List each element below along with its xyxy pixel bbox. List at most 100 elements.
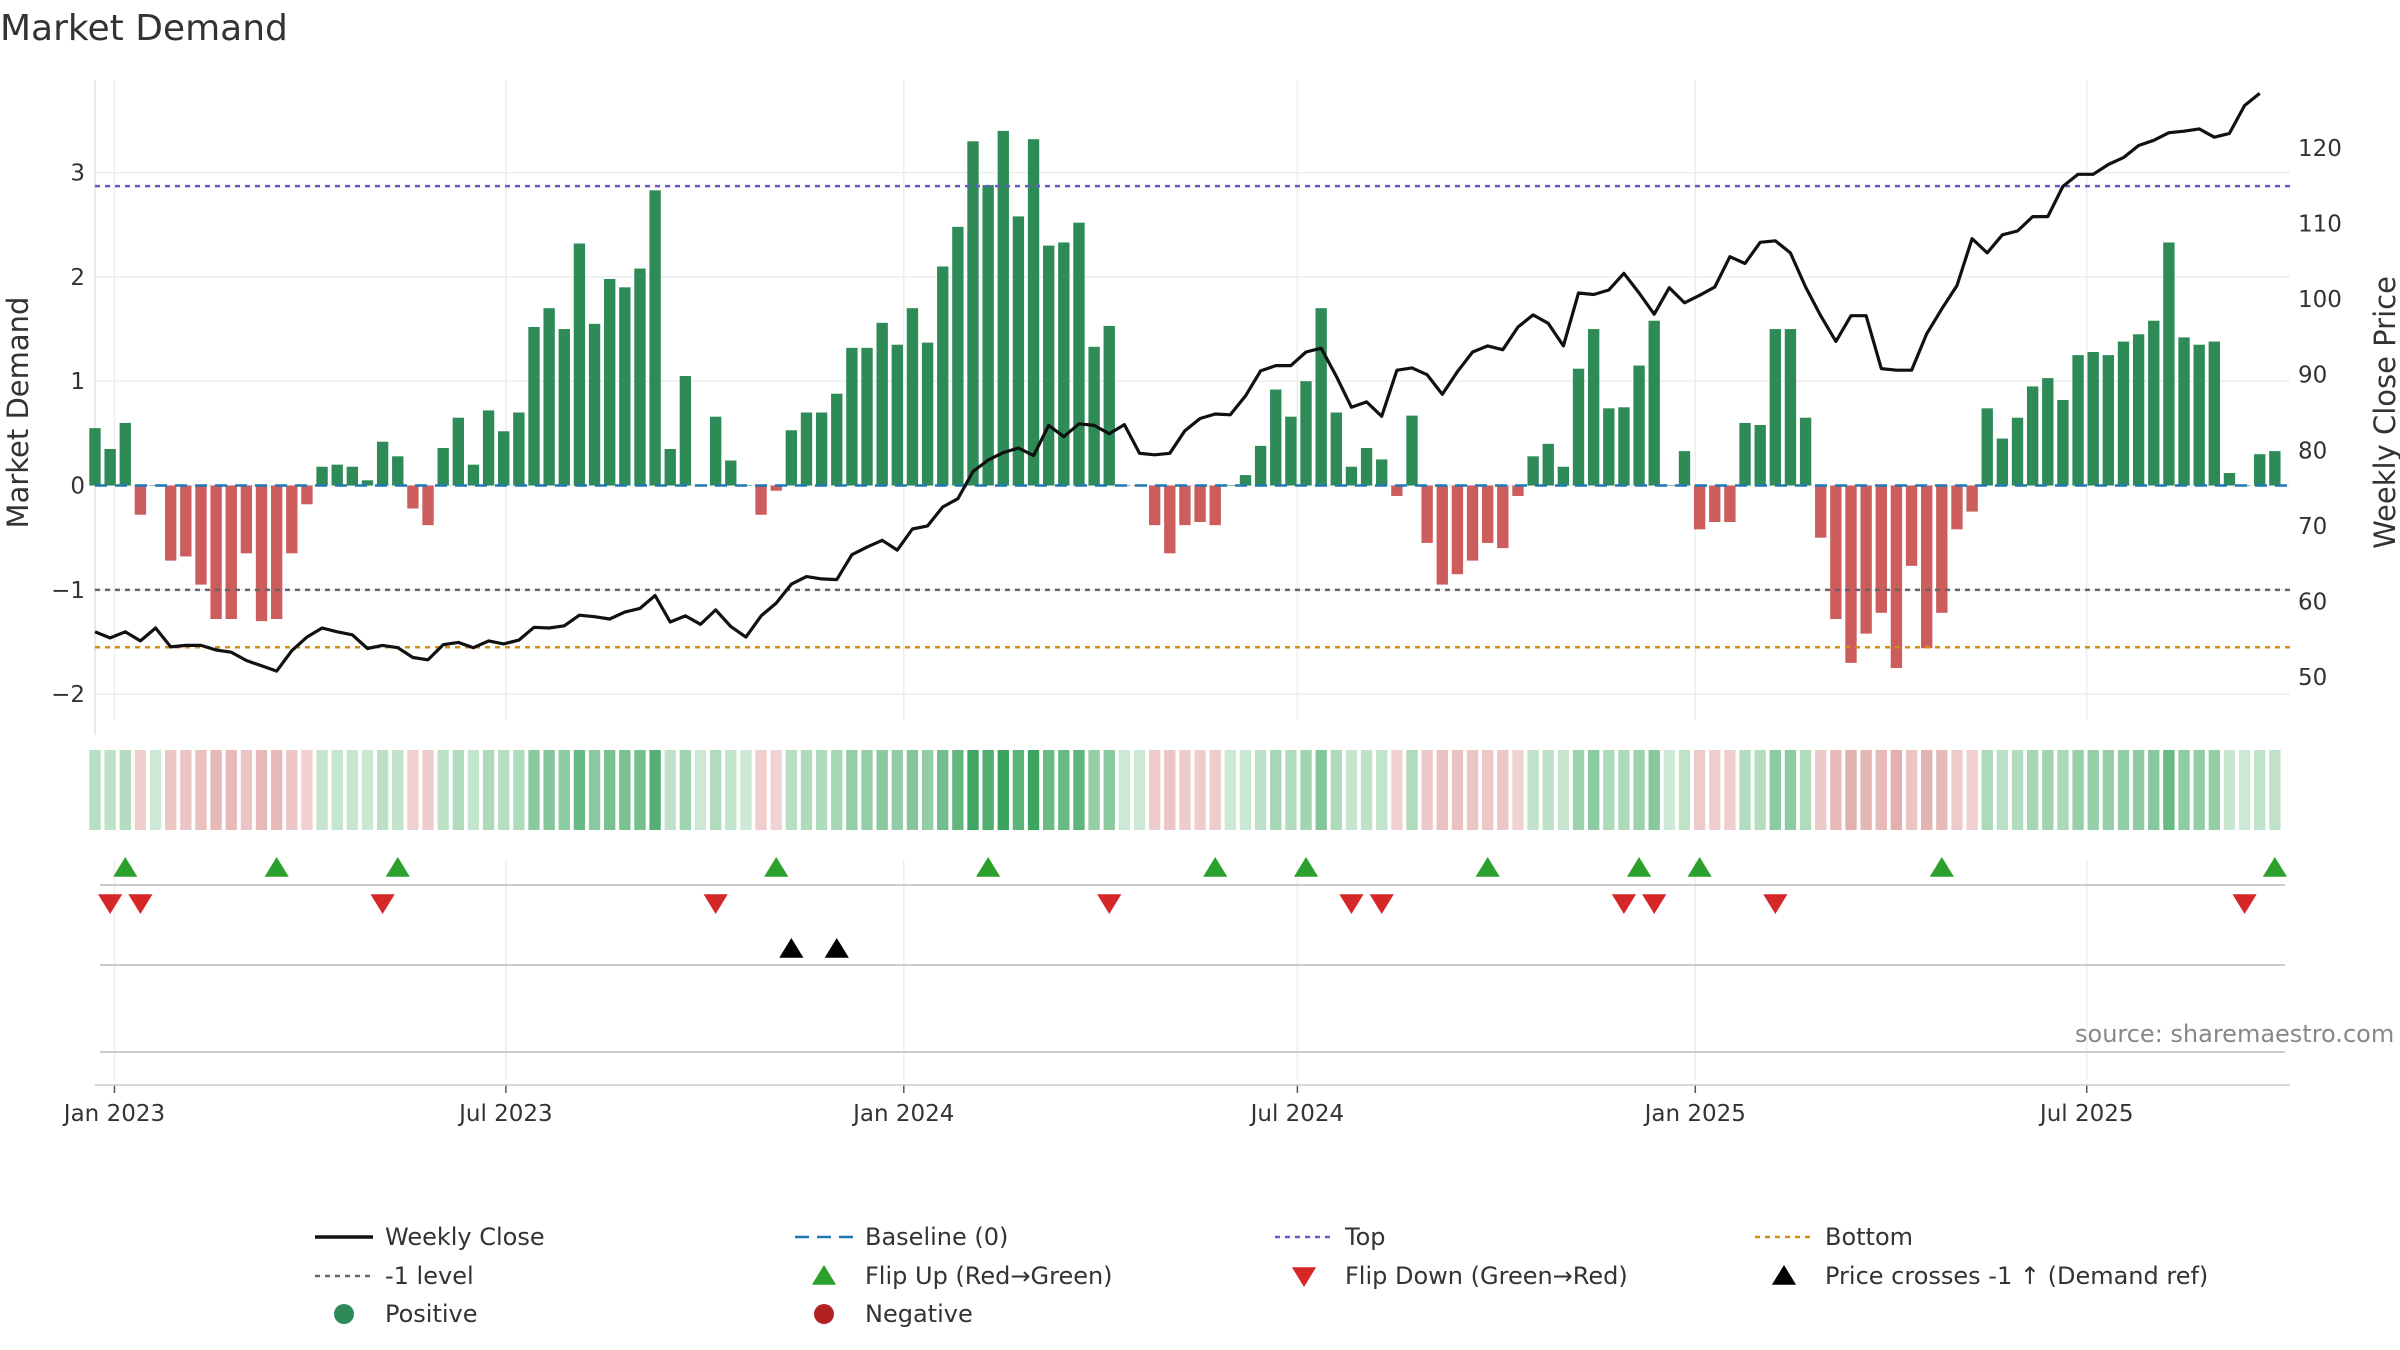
demand-bar <box>891 344 903 486</box>
left-tick-label: 1 <box>70 369 85 395</box>
flip-down-marker <box>1611 894 1637 914</box>
heat-strip-cell <box>1103 750 1115 830</box>
demand-bar <box>1512 485 1524 496</box>
heat-strip-cell <box>1936 750 1948 830</box>
demand-bar <box>876 322 888 486</box>
demand-bar <box>376 441 389 486</box>
demand-bar <box>1618 407 1630 486</box>
heat-strip-cell <box>2102 750 2115 830</box>
heat-strip-cell <box>407 750 419 830</box>
heat-strip-cell <box>361 750 374 830</box>
demand-bar <box>2026 386 2039 486</box>
flip-down-marker <box>1763 894 1788 914</box>
demand-bar <box>558 329 570 486</box>
demand-bar <box>346 466 359 486</box>
demand-bar <box>1088 346 1100 486</box>
demand-bar <box>1436 485 1448 585</box>
heat-strip-cell <box>104 750 116 830</box>
demand-bar <box>165 485 177 561</box>
flip-down-marker <box>1369 894 1394 914</box>
demand-bar <box>755 485 767 515</box>
heat-strip-cell <box>1027 750 1040 830</box>
legend-bottom-label: Bottom <box>1825 1223 1913 1251</box>
heat-strip-cell <box>1875 750 1887 830</box>
demand-bar <box>1345 466 1358 486</box>
heat-strip-cell <box>1996 750 2009 830</box>
heat-strip-cell <box>604 750 616 830</box>
heat-strip-cell <box>1709 750 1721 830</box>
heat-strip-cell <box>1618 750 1630 830</box>
flip-down-marker <box>98 894 123 914</box>
heat-strip-cell <box>482 750 495 830</box>
demand-bar <box>1482 485 1494 543</box>
demand-bar <box>1754 425 1766 486</box>
demand-bar <box>725 460 737 486</box>
demand-bar <box>2193 344 2205 486</box>
flip-up-marker <box>764 857 789 877</box>
price-series <box>94 92 2261 673</box>
heat-strip-cell <box>831 750 843 830</box>
chart-title: Market Demand <box>0 8 288 49</box>
demand-bar <box>1360 447 1373 486</box>
demand-bar <box>1058 242 1070 486</box>
demand-bar <box>815 412 828 486</box>
flip-down-marker <box>1097 894 1122 914</box>
heat-strip-cell <box>2072 750 2084 830</box>
heat-strip-cell <box>937 750 949 830</box>
heat-strip-cell <box>1512 750 1524 830</box>
demand-bar <box>573 243 586 486</box>
demand-bar <box>1724 485 1736 523</box>
heat-strip-cell <box>1951 750 1963 830</box>
heat-strip-cell <box>2148 750 2160 830</box>
demand-bar <box>1572 368 1585 486</box>
heat-strip-cell <box>1633 750 1645 830</box>
event-markers <box>98 857 2287 1053</box>
heat-strip-cell <box>1830 750 1842 830</box>
heat-strip-cell <box>1239 750 1252 830</box>
flip-down-marker <box>1642 894 1667 914</box>
flip-down-marker <box>370 894 395 914</box>
heat-strip-cell <box>376 750 389 830</box>
demand-bar <box>1648 320 1660 486</box>
demand-bar <box>1224 485 1237 487</box>
demand-bar <box>1587 329 1600 486</box>
heat-strip-cell <box>1436 750 1448 830</box>
heat-strip-cell <box>437 750 449 830</box>
heat-strip-cell <box>270 750 283 830</box>
heat-strip-cell <box>210 750 222 830</box>
heat-strip-cell <box>1739 750 1751 830</box>
demand-bar <box>1875 485 1887 613</box>
heat-strip-cell <box>1572 750 1585 830</box>
demand-bar <box>1996 438 2009 486</box>
demand-bar <box>906 308 919 486</box>
heat-strip-cell <box>134 750 147 830</box>
demand-bar <box>604 278 616 486</box>
heat-strip-cell <box>1088 750 1100 830</box>
demand-bar <box>2178 337 2190 486</box>
demand-bar <box>1164 485 1176 554</box>
legend-negative-label: Negative <box>865 1300 973 1328</box>
legend: Weekly Close Baseline (0) Top Bottom -1 leve… <box>315 1223 2208 1328</box>
demand-bar <box>2011 417 2024 486</box>
heat-strip-cell <box>1285 750 1297 830</box>
weekly-close-line <box>94 92 2261 673</box>
heat-strip-cell <box>240 750 253 830</box>
heat-strip-cell <box>664 750 676 830</box>
demand-bar <box>1012 216 1025 486</box>
heat-strip-cell <box>1981 750 1993 830</box>
demand-bar <box>361 480 374 486</box>
demand-bar <box>2042 378 2054 486</box>
heat-strip-cell <box>422 750 434 830</box>
heat-strip-cell <box>1663 750 1676 830</box>
heat-strip-cell <box>1270 750 1282 830</box>
demand-bar <box>240 485 253 554</box>
right-tick-label: 120 <box>2298 136 2342 162</box>
heat-strip-cell <box>1466 750 1479 830</box>
heat-strip-cell <box>1905 750 1918 830</box>
demand-bar <box>286 485 298 554</box>
heat-strip-cell <box>89 750 101 830</box>
demand-bar <box>422 485 434 526</box>
right-tick-label: 60 <box>2298 590 2327 616</box>
demand-bar <box>1527 456 1539 486</box>
demand-bar <box>2148 320 2160 486</box>
